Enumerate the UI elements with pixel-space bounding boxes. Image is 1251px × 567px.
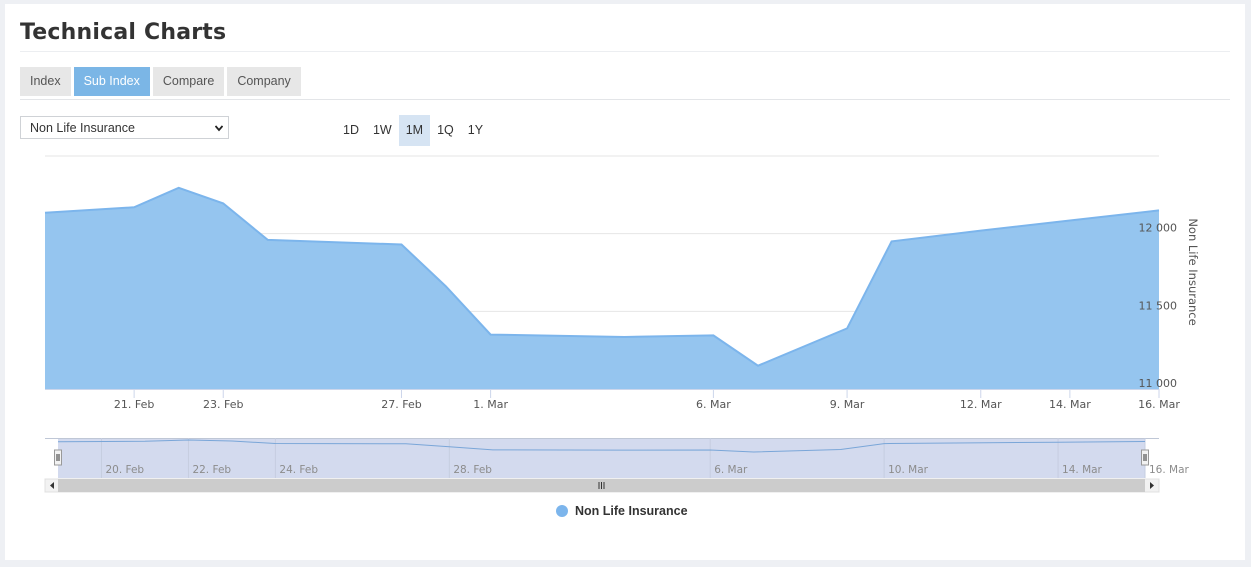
title-divider xyxy=(20,51,1230,52)
series-line xyxy=(44,186,1160,367)
scroll-left-arrow-icon xyxy=(50,482,54,489)
x-tick-label: 16. Mar xyxy=(1138,398,1180,411)
x-tick-label: 12. Mar xyxy=(960,398,1002,411)
scroll-right-arrow-icon xyxy=(1150,482,1154,489)
navigator-tick-label: 14. Mar xyxy=(1062,464,1103,476)
navigator-series-line xyxy=(57,439,1146,453)
range-1q-button[interactable]: 1Q xyxy=(437,123,454,137)
navigator-tick-label: 22. Feb xyxy=(192,464,231,476)
range-1d-button[interactable]: 1D xyxy=(343,123,359,137)
tab-sub-index[interactable]: Sub Index xyxy=(73,67,150,96)
tab-compare[interactable]: Compare xyxy=(152,67,225,96)
y-axis: 11 000 11 500 12 000 xyxy=(1139,222,1178,390)
range-1m-button[interactable]: 1M xyxy=(398,115,431,146)
x-tick-label: 14. Mar xyxy=(1049,398,1091,411)
navigator-scrollbar[interactable] xyxy=(44,478,1160,493)
x-tick-label: 21. Feb xyxy=(114,398,154,411)
navigator-tick-label: 16. Mar xyxy=(1149,464,1190,476)
tab-company[interactable]: Company xyxy=(227,67,301,96)
page-title: Technical Charts xyxy=(20,20,227,45)
chart-tabs: Index Sub Index Compare Company xyxy=(20,67,301,99)
handle-body xyxy=(1141,449,1149,466)
handle-body xyxy=(54,449,62,466)
navigator-tick-label: 28. Feb xyxy=(453,464,492,476)
navigator-tick-label: 24. Feb xyxy=(279,464,318,476)
navigator-selection xyxy=(58,438,1145,478)
tab-index[interactable]: Index xyxy=(20,67,71,96)
range-selector: 1D 1W 1M 1Q 1Y xyxy=(336,115,490,146)
navigator-tick-label: 10. Mar xyxy=(888,464,929,476)
y-axis-title: Non Life Insurance xyxy=(1186,218,1200,325)
x-tick-label: 9. Mar xyxy=(830,398,865,411)
x-tick-label: 23. Feb xyxy=(203,398,243,411)
y-tick-label: 12 000 xyxy=(1139,222,1178,235)
tabs-divider xyxy=(20,99,1230,100)
x-tick-label: 27. Feb xyxy=(381,398,421,411)
y-tick-label: 11 000 xyxy=(1139,377,1178,390)
sub-index-select[interactable]: Non Life Insurance xyxy=(20,116,229,139)
navigator-left-handle[interactable] xyxy=(54,449,62,466)
series-area xyxy=(45,187,1159,389)
navigator-right-handle[interactable] xyxy=(1141,449,1149,466)
navigator-tick-label: 20. Feb xyxy=(105,464,144,476)
x-tick-label: 6. Mar xyxy=(696,398,731,411)
navigator[interactable]: 20. Feb 22. Feb 24. Feb 28. Feb 6. Mar 10. Ma… xyxy=(44,438,1190,493)
sub-index-select-value: Non Life Insurance xyxy=(30,121,135,135)
legend-item[interactable]: Non Life Insurance xyxy=(556,504,688,518)
range-1y-button[interactable]: 1Y xyxy=(467,123,484,137)
chevron-down-icon xyxy=(215,125,223,132)
legend-marker xyxy=(556,505,568,517)
x-tick-label: 1. Mar xyxy=(473,398,508,411)
range-1w-button[interactable]: 1W xyxy=(372,123,392,137)
navigator-tick-label: 6. Mar xyxy=(714,464,748,476)
x-axis: 21. Feb 23. Feb 27. Feb 1. Mar 6. Mar 9. Mar 1… xyxy=(45,389,1180,411)
y-tick-label: 11 500 xyxy=(1139,299,1178,312)
legend-label: Non Life Insurance xyxy=(575,504,688,518)
